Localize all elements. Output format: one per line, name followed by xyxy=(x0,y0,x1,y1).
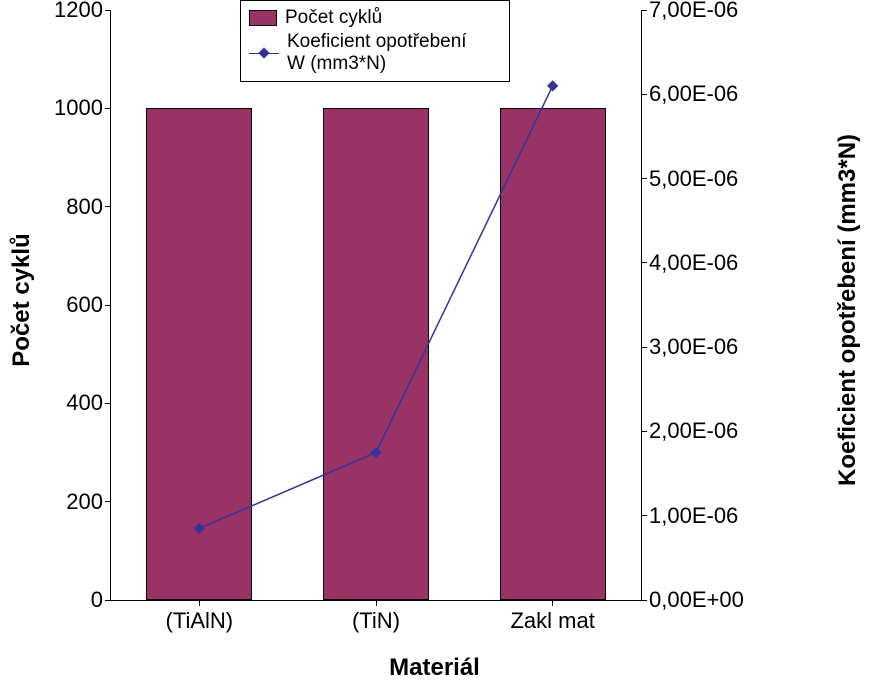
legend-label: Počet cyklů xyxy=(285,7,382,29)
legend-line-sample xyxy=(249,46,279,60)
line-series-marker xyxy=(194,523,205,534)
y2-tick-label: 1,00E-06 xyxy=(641,503,738,529)
chart-root: Počet cyklů Koeficient opotřebení (mm3*N… xyxy=(0,0,869,686)
y2-tick-label: 7,00E-06 xyxy=(641,0,738,23)
y1-tick-label: 200 xyxy=(66,489,111,515)
legend-line-marker xyxy=(258,47,269,58)
line-series-marker xyxy=(547,80,558,91)
y2-axis-line xyxy=(641,10,642,600)
y2-axis-title: Koeficient opotřebení (mm3*N) xyxy=(834,134,862,486)
y2-tick-label: 3,00E-06 xyxy=(641,334,738,360)
x-tick-mark xyxy=(552,600,553,606)
y2-tick-label: 0,00E+00 xyxy=(641,587,744,613)
y2-tick-label: 6,00E-06 xyxy=(641,81,738,107)
y1-tick-label: 1000 xyxy=(54,95,111,121)
legend-swatch xyxy=(249,10,277,26)
y1-tick-label: 600 xyxy=(66,292,111,318)
x-axis-title: Materiál xyxy=(389,654,480,682)
y1-tick-label: 0 xyxy=(91,587,111,613)
y1-axis-title: Počet cyklů xyxy=(8,233,36,366)
y1-tick-label: 800 xyxy=(66,194,111,220)
y2-tick-label: 4,00E-06 xyxy=(641,250,738,276)
line-series-path xyxy=(199,86,552,528)
line-series-marker xyxy=(370,447,381,458)
y2-tick-label: 2,00E-06 xyxy=(641,418,738,444)
x-tick-mark xyxy=(376,600,377,606)
line-series-layer xyxy=(111,10,641,600)
x-tick-mark xyxy=(199,600,200,606)
legend: Počet cyklůKoeficient opotřebení W (mm3*… xyxy=(240,0,510,82)
legend-item: Počet cyklů xyxy=(249,7,501,29)
legend-item: Koeficient opotřebení W (mm3*N) xyxy=(249,31,501,75)
y1-tick-label: 400 xyxy=(66,390,111,416)
legend-label: Koeficient opotřebení W (mm3*N) xyxy=(287,31,467,75)
y2-tick-label: 5,00E-06 xyxy=(641,166,738,192)
plot-area: 0200400600800100012000,00E+001,00E-062,0… xyxy=(110,10,641,601)
y1-tick-label: 1200 xyxy=(54,0,111,23)
